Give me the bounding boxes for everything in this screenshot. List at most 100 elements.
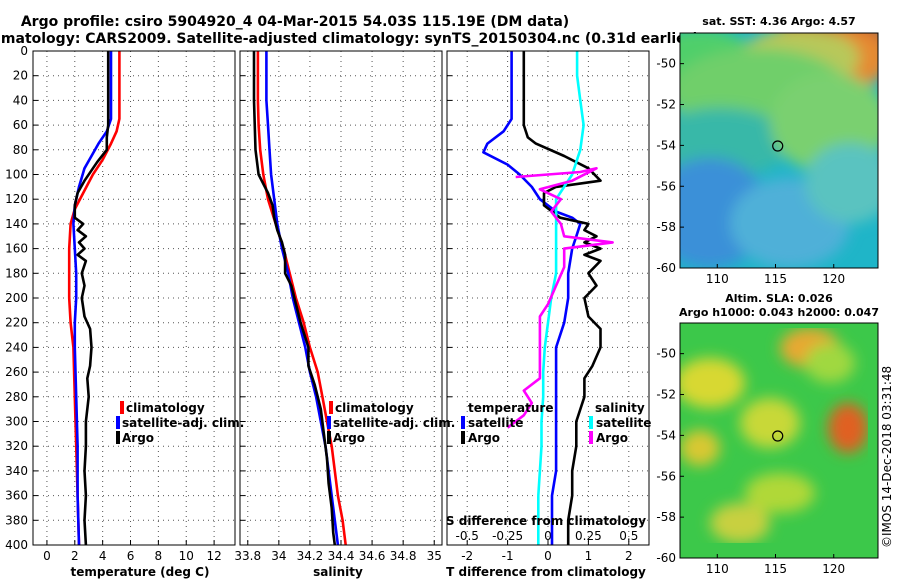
x-tick-label: 35	[427, 549, 442, 563]
map-y-tick-label: -56	[656, 179, 676, 193]
depth-tick-label: 20	[13, 69, 28, 83]
depth-tick-label: 0	[20, 44, 28, 58]
depth-tick-label: 340	[5, 464, 28, 478]
x-tick-label: 0	[544, 549, 552, 563]
map-y-tick-label: -60	[656, 261, 676, 275]
x-tick-label: 8	[155, 549, 163, 563]
difference-panel: -2 -1 0 1 2 -0.5 -0.25 0 0.25 0.5	[446, 50, 650, 563]
legend-swatch-satellite	[116, 416, 120, 429]
temperature-axis-label: temperature (deg C)	[71, 565, 210, 579]
map-x-tick-label: 110	[706, 272, 729, 286]
map-y-tick-label: -50	[656, 347, 676, 361]
s-tick-label: 0	[544, 529, 552, 543]
series-line-satellite-adj-clim-	[72, 51, 113, 546]
depth-tick-label: 380	[5, 513, 28, 527]
x-tick-label: 6	[127, 549, 135, 563]
map-y-tick-label: -56	[656, 469, 676, 483]
plot-frame	[446, 50, 650, 546]
x-tick-label: 1	[585, 549, 593, 563]
t-difference-axis-label: T difference from climatology	[446, 565, 646, 579]
depth-tick-label: 360	[5, 489, 28, 503]
x-tick-label: 34.8	[390, 549, 417, 563]
series-line-s-satellite	[536, 51, 585, 545]
map-y-tick-label: -54	[656, 138, 676, 152]
x-tick-label: 4	[99, 549, 107, 563]
legend-swatch-t-argo	[461, 431, 465, 444]
map-blob	[710, 503, 770, 543]
s-tick-label: 0.25	[575, 529, 602, 543]
map-x-tick-label: 115	[764, 272, 787, 286]
map-blob	[740, 398, 800, 448]
depth-tick-label: 80	[13, 143, 28, 157]
map-y-tick-label: -52	[656, 388, 676, 402]
x-tick-label: 0	[43, 549, 51, 563]
sla-map-title-1: Altim. SLA: 0.026	[725, 292, 833, 305]
series-line-climatology	[256, 51, 347, 546]
map-y-tick-label: -58	[656, 220, 676, 234]
map-y-tick-label: -52	[656, 98, 676, 112]
x-tick-label: 33.8	[234, 549, 261, 563]
map-x-tick-label: 115	[764, 562, 787, 576]
depth-axis: 0 20 40 60 80 100 120 140 160 180 200 220 240 260 280 3…	[5, 44, 28, 552]
s-difference-axis-label: S difference from climatology	[446, 514, 646, 528]
title-line-2: Climatology: CARS2009. Satellite-adjuste…	[0, 31, 699, 47]
depth-tick-label: 160	[5, 242, 28, 256]
x-tick-label: -1	[502, 549, 514, 563]
legend-label-climatology: climatology	[126, 401, 205, 415]
depth-tick-label: 220	[5, 316, 28, 330]
map-frame	[679, 32, 879, 269]
x-tick-label: 34.2	[297, 549, 324, 563]
temperature-panel: 0 2 4 6 8 10 12	[32, 50, 236, 563]
legend-swatch-t-satellite	[461, 416, 465, 429]
x-tick-label: 12	[206, 549, 221, 563]
depth-tick-label: 180	[5, 266, 28, 280]
x-tick-label: 2	[625, 549, 633, 563]
legend-label-t-argo: Argo	[468, 431, 500, 445]
map-blob	[680, 358, 745, 408]
x-tick-label: 2	[71, 549, 79, 563]
map-color-blobs	[680, 33, 878, 268]
map-blob	[805, 343, 855, 383]
x-tick-label: 34.4	[328, 549, 355, 563]
temperature-legend: climatology satellite-adj. clim. Argo	[116, 401, 244, 445]
legend-label-argo: Argo	[333, 431, 365, 445]
sst-map-title: sat. SST: 4.36 Argo: 4.57	[702, 15, 855, 28]
x-tick-label: 34.6	[359, 549, 386, 563]
depth-tick-label: 300	[5, 415, 28, 429]
legend-label-climatology: climatology	[335, 401, 414, 415]
salinity-panel: 33.8 34 34.2 34.4 34.6 34.8 35	[234, 50, 443, 563]
sst-map: 110 115 120 -50 -52 -54 -56 -58 -60	[656, 32, 879, 286]
map-blob	[680, 430, 720, 466]
legend-title-salinity: salinity	[595, 401, 645, 415]
plot-frame	[239, 50, 443, 546]
legend-label-t-satellite: satellite	[468, 416, 523, 430]
map-y-tick-label: -60	[656, 551, 676, 565]
map-x-tick-label: 110	[706, 562, 729, 576]
legend-swatch-argo	[116, 431, 120, 444]
map-x-tick-label: 120	[822, 272, 845, 286]
legend-swatch-s-argo	[589, 431, 593, 444]
legend-label-s-satellite: satellite	[596, 416, 651, 430]
legend-swatch-climatology	[329, 401, 333, 414]
depth-tick-label: 40	[13, 93, 28, 107]
s-tick-label: -0.5	[455, 529, 478, 543]
map-y-tick-label: -54	[656, 428, 676, 442]
legend-title-temperature: temperature	[468, 401, 553, 415]
depth-tick-label: 120	[5, 192, 28, 206]
depth-tick-label: 240	[5, 340, 28, 354]
depth-tick-label: 60	[13, 118, 28, 132]
x-tick-label: -2	[461, 549, 473, 563]
sla-map: 110 115 120 -50 -52 -54 -56 -58 -60	[656, 322, 879, 576]
series-line-argo	[252, 51, 337, 546]
profile-location-marker	[772, 430, 784, 442]
x-tick-label: 10	[179, 549, 194, 563]
legend-label-argo: Argo	[122, 431, 154, 445]
depth-tick-label: 100	[5, 168, 28, 182]
map-blob	[805, 143, 878, 223]
plot-frame	[32, 50, 236, 546]
x-tick-label: 34	[271, 549, 286, 563]
map-blob	[828, 403, 868, 453]
profile-location-marker	[772, 140, 784, 152]
series-line-s-argo	[506, 167, 614, 429]
